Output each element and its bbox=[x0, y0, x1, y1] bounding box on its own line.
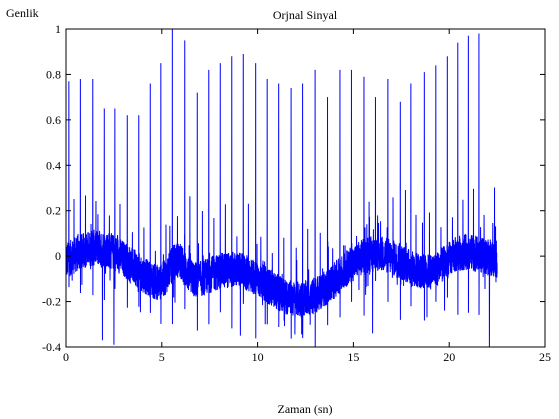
y-axis-label: Genlik bbox=[6, 6, 39, 20]
chart-title: Orjnal Sinyal bbox=[273, 8, 338, 22]
x-tick-label: 10 bbox=[252, 350, 264, 364]
y-tick-label: -0.4 bbox=[42, 340, 61, 354]
signal-line bbox=[66, 29, 498, 347]
x-axis-label: Zaman (sn) bbox=[278, 402, 333, 416]
y-tick-label: 0.4 bbox=[46, 158, 61, 172]
y-tick-label: -0.2 bbox=[42, 295, 61, 309]
x-tick-label: 15 bbox=[347, 350, 359, 364]
x-tick-label: 5 bbox=[159, 350, 165, 364]
y-tick-label: 0.8 bbox=[46, 67, 61, 81]
y-tick-label: 0 bbox=[55, 249, 61, 263]
x-tick-label: 20 bbox=[443, 350, 455, 364]
axes-box bbox=[65, 28, 546, 348]
y-tick-label: 0.6 bbox=[46, 113, 61, 127]
y-tick-label: 1 bbox=[55, 22, 61, 36]
x-tick-label: 25 bbox=[539, 350, 551, 364]
plot-area bbox=[66, 29, 498, 347]
axis-ticks: 0 5 10 15 20 25 -0.4 -0.2 0 0.2 0.4 0.6 0.8 1 bbox=[42, 22, 551, 364]
x-tick-label: 0 bbox=[63, 350, 69, 364]
y-tick-label: 0.2 bbox=[46, 204, 61, 218]
